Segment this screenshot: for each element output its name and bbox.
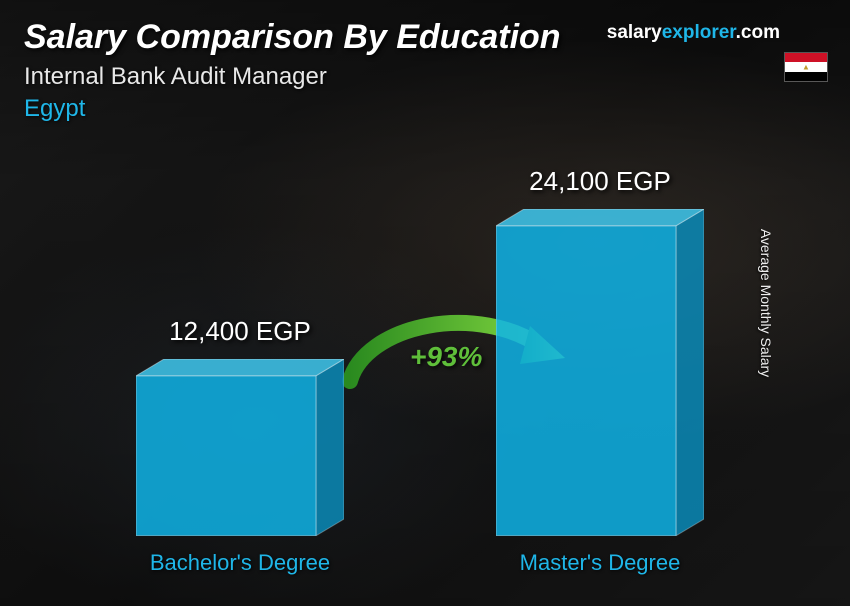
- bar-label-1: Master's Degree: [520, 550, 681, 576]
- brand-primary: salary: [607, 22, 662, 43]
- bar-group-1: 24,100 EGP Master's Degree: [440, 166, 760, 576]
- flag-stripe-2: [785, 72, 827, 81]
- bar-group-0: 12,400 EGP Bachelor's Degree: [80, 316, 400, 576]
- page-country: Egypt: [24, 95, 826, 123]
- brand-secondary: explorer: [662, 22, 736, 43]
- bar-value-0: 12,400 EGP: [169, 316, 311, 347]
- brand-tld: .com: [736, 22, 780, 43]
- bar-1: [496, 209, 704, 536]
- bar-value-1: 24,100 EGP: [529, 166, 671, 197]
- site-branding: salaryexplorer.com: [607, 22, 780, 44]
- bar-label-0: Bachelor's Degree: [150, 550, 330, 576]
- flag-icon: ▲: [784, 52, 828, 82]
- flag-emblem-icon: ▲: [802, 63, 810, 72]
- page-subtitle: Internal Bank Audit Manager: [24, 63, 826, 91]
- flag-stripe-0: [785, 53, 827, 62]
- chart-area: +93% 12,400 EGP Bachelor's Degree 24,100…: [50, 156, 790, 576]
- bar-0: [136, 359, 344, 536]
